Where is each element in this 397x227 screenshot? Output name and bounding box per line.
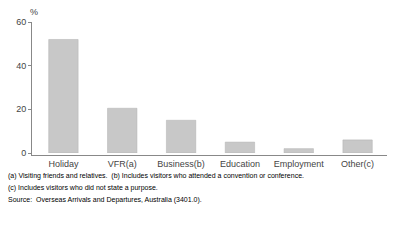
svg-text:Source: Overseas Arrivals and: Source: Overseas Arrivals and Departures… — [8, 196, 202, 204]
svg-text:40: 40 — [16, 61, 26, 71]
svg-text:60: 60 — [16, 17, 26, 27]
svg-text:(c) Includes visitors who did: (c) Includes visitors who did not state … — [8, 184, 158, 192]
svg-text:20: 20 — [16, 104, 26, 114]
svg-text:Holiday: Holiday — [48, 159, 79, 169]
svg-text:Employment: Employment — [274, 159, 325, 169]
svg-text:(a) Visiting friends and relat: (a) Visiting friends and relatives. (b) … — [8, 172, 304, 180]
svg-text:Business(b): Business(b) — [157, 159, 205, 169]
svg-text:VFR(a): VFR(a) — [108, 159, 137, 169]
svg-text:Other(c): Other(c) — [341, 159, 374, 169]
svg-text:%: % — [30, 7, 38, 17]
svg-text:0: 0 — [21, 148, 26, 158]
svg-text:Education: Education — [220, 159, 260, 169]
